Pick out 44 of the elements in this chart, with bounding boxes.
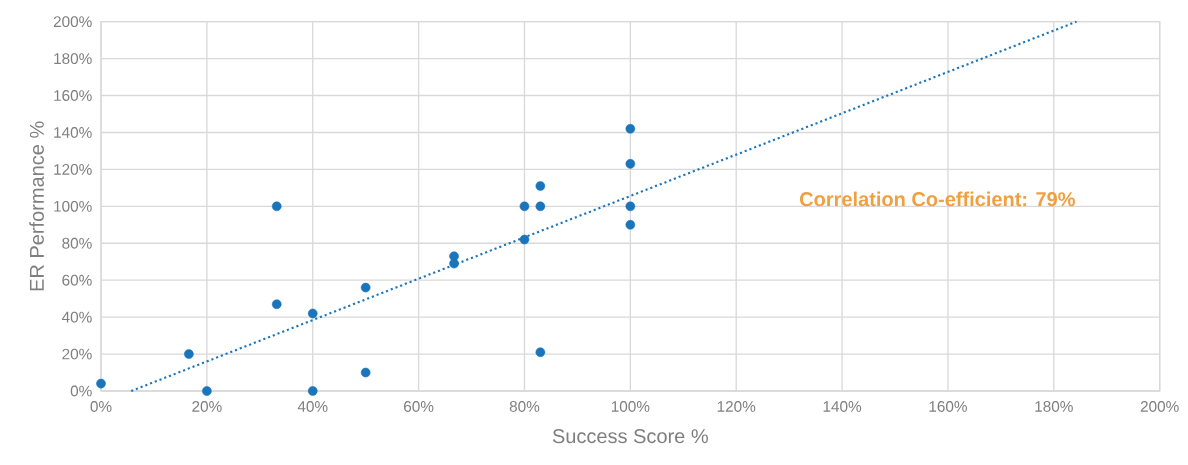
x-tick-label: 140%: [823, 401, 862, 412]
point: [519, 201, 530, 212]
y-tick-label: 140%: [54, 127, 92, 138]
point: [625, 220, 636, 230]
x-tick-label: 180%: [1035, 401, 1073, 412]
y-tick-label: 200%: [53, 16, 92, 28]
y-tick-label: 60%: [62, 274, 92, 286]
y-tick-label: 180%: [54, 53, 92, 65]
y-tick-label: 20%: [62, 348, 92, 360]
x-tick-label: 160%: [929, 401, 967, 412]
y-tick-label: 120%: [54, 163, 92, 175]
point: [535, 347, 546, 358]
annotation: Correlation Co-efficient: 79%: [799, 191, 1075, 207]
point: [625, 201, 636, 212]
y-tick-label: 40%: [61, 311, 92, 323]
x-tick-label: 120%: [717, 401, 756, 412]
point: [449, 258, 459, 269]
point: [307, 386, 318, 396]
x-tick-label: 0%: [90, 401, 112, 412]
y-axis-title: ER Performance %: [29, 121, 44, 291]
x-tick-label: 200%: [1140, 401, 1179, 412]
y-tick-label: 160%: [54, 90, 92, 101]
y-tick-label: 80%: [62, 237, 92, 249]
x-tick-label: 20%: [192, 401, 222, 412]
point: [307, 308, 318, 319]
point: [519, 234, 530, 245]
point: [360, 282, 371, 293]
point: [625, 123, 636, 134]
point: [271, 299, 282, 310]
point: [202, 386, 212, 396]
point: [535, 201, 546, 212]
y-tick-label: 0%: [70, 385, 92, 397]
point: [184, 349, 194, 359]
point: [271, 201, 282, 212]
x-tick-label: 60%: [404, 401, 434, 412]
point: [96, 378, 106, 389]
y-tick-label: 100%: [54, 200, 92, 212]
point: [535, 181, 546, 191]
point: [360, 367, 371, 378]
x-tick-label: 100%: [611, 401, 650, 412]
x-tick-label: 40%: [297, 401, 328, 412]
point: [625, 159, 636, 169]
x-axis-title: Success Score %: [552, 429, 708, 444]
x-tick-label: 80%: [509, 401, 540, 412]
